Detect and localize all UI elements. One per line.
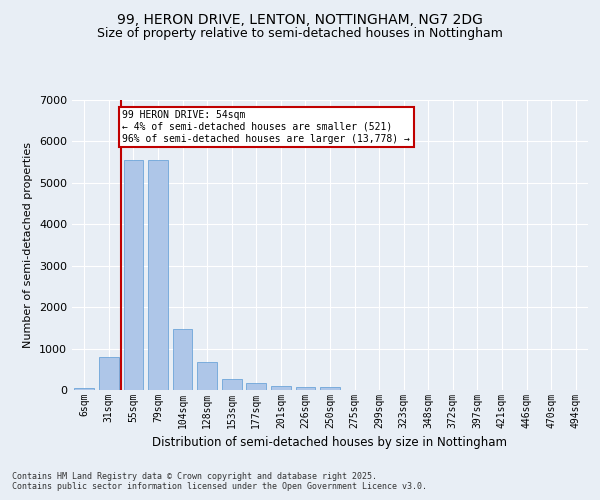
Bar	[99, 357, 119, 390]
X-axis label: Distribution of semi-detached houses by size in Nottingham: Distribution of semi-detached houses by …	[152, 436, 508, 450]
Bar	[247, 384, 266, 390]
Text: Contains public sector information licensed under the Open Government Licence v3: Contains public sector information licen…	[12, 482, 427, 491]
Bar	[148, 160, 168, 390]
Bar	[320, 386, 340, 390]
Bar	[271, 386, 290, 390]
Text: Contains HM Land Registry data © Crown copyright and database right 2025.: Contains HM Land Registry data © Crown c…	[12, 472, 377, 481]
Text: 99 HERON DRIVE: 54sqm
← 4% of semi-detached houses are smaller (521)
96% of semi: 99 HERON DRIVE: 54sqm ← 4% of semi-detac…	[122, 110, 410, 144]
Bar	[124, 160, 143, 390]
Text: 99, HERON DRIVE, LENTON, NOTTINGHAM, NG7 2DG: 99, HERON DRIVE, LENTON, NOTTINGHAM, NG7…	[117, 12, 483, 26]
Bar	[74, 388, 94, 390]
Y-axis label: Number of semi-detached properties: Number of semi-detached properties	[23, 142, 34, 348]
Bar	[173, 328, 193, 390]
Bar	[197, 362, 217, 390]
Bar	[222, 379, 242, 390]
Text: Size of property relative to semi-detached houses in Nottingham: Size of property relative to semi-detach…	[97, 28, 503, 40]
Bar	[296, 386, 315, 390]
